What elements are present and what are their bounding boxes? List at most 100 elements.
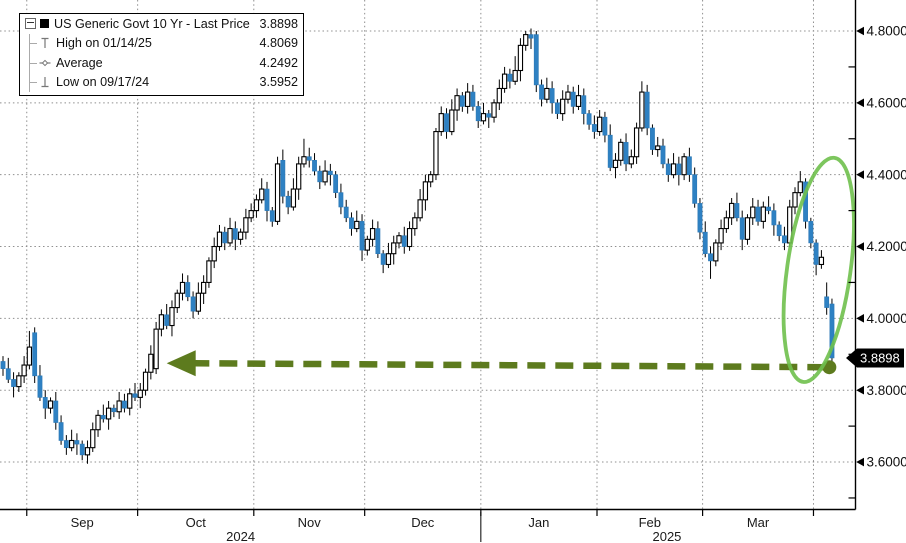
candle-down [380, 253, 386, 265]
candle-down [459, 95, 465, 107]
candle-up [633, 127, 640, 158]
candle-down [660, 145, 666, 165]
candle-up [227, 228, 233, 244]
candle-up [480, 113, 487, 122]
average-marker-icon [39, 59, 51, 67]
candle-up [797, 181, 803, 194]
candle-down [269, 210, 275, 222]
legend-high-row: High on 01/14/25 4.8069 [20, 34, 303, 54]
tree-expander-icon[interactable] [25, 18, 36, 30]
candle-up [68, 439, 75, 449]
candle-down [776, 224, 782, 237]
x-month-label: Sep [71, 515, 94, 530]
candle-down [528, 34, 534, 39]
y-tick-arrow-icon [856, 385, 864, 395]
candle-up [90, 429, 96, 449]
candle-down [11, 379, 16, 387]
candle-up [523, 34, 529, 46]
candle-up [47, 400, 54, 409]
x-month-label: Mar [747, 515, 770, 530]
candle-up [148, 353, 154, 373]
candle-up [406, 228, 413, 248]
candle-up [512, 69, 518, 82]
candle-down [686, 156, 692, 175]
x-month-label: Oct [186, 515, 207, 530]
candle-up [105, 407, 112, 420]
candle-down [53, 400, 59, 423]
candle-down [164, 314, 170, 326]
candle-up [728, 202, 735, 219]
candle-up [322, 170, 328, 183]
candle-up [158, 314, 165, 330]
low-value: 3.5952 [259, 75, 298, 90]
candle-down [782, 235, 787, 244]
candle-up [449, 109, 455, 133]
candle-up [274, 163, 281, 222]
candle-down [692, 174, 698, 204]
candle-up [84, 447, 91, 456]
candle-up [454, 95, 460, 111]
candle-up [137, 389, 143, 398]
candle-up [723, 217, 730, 230]
candle-up [259, 188, 265, 201]
candle-down [734, 203, 740, 219]
candle-up [200, 281, 207, 294]
candle-down [739, 217, 745, 240]
candle-up [369, 228, 376, 240]
candle-down [549, 88, 555, 104]
candle-up [364, 238, 370, 251]
candle-up [433, 131, 439, 176]
y-axis-label: 4.6000 [867, 95, 906, 110]
candle-up [253, 199, 260, 212]
high-label: High on 01/14/25 [56, 36, 152, 51]
candle-down [607, 134, 613, 168]
candle-up [26, 346, 33, 366]
candle-up [290, 188, 297, 208]
candle-up [153, 328, 159, 370]
candle-down [5, 368, 11, 380]
candle-down [602, 116, 608, 136]
y-axis-label: 4.8000 [867, 24, 906, 39]
candle-up [385, 253, 392, 266]
candle-up [750, 206, 756, 219]
candle-down [570, 91, 576, 107]
candle-up [354, 220, 360, 230]
candle-up [21, 364, 27, 377]
x-month-label: Nov [298, 515, 322, 530]
candle-up [501, 73, 508, 90]
arrow-head [166, 350, 196, 377]
candle-down [829, 303, 835, 359]
candle-down [533, 34, 539, 86]
candle-down [190, 296, 196, 312]
candle-down [401, 235, 407, 247]
candle-down [280, 160, 286, 197]
x-month-label: Jan [528, 515, 549, 530]
y-axis-label: 3.8000 [867, 383, 906, 398]
candle-down [539, 84, 544, 100]
candle-down [63, 440, 69, 448]
candle-up [142, 371, 149, 391]
candle-down [42, 397, 48, 409]
x-year-label: 2024 [226, 529, 255, 543]
arrow-annotation-layer [166, 350, 837, 377]
y-tick-arrow-icon [856, 242, 864, 251]
candle-up [792, 192, 798, 208]
y-tick-arrow-icon [856, 170, 864, 179]
candle-down [644, 91, 650, 129]
candle-up [464, 91, 471, 107]
candle-up [169, 307, 175, 327]
candle-up [195, 292, 202, 312]
y-tick-arrow-icon [856, 457, 864, 467]
candle-down [824, 296, 830, 308]
candle-up [565, 91, 571, 100]
y-axis-label: 3.6000 [867, 455, 906, 470]
legend-tree-line [29, 34, 30, 92]
candle-down [475, 106, 481, 122]
candle-down [327, 170, 333, 175]
candle-down [264, 188, 270, 211]
last-price-tag-shape [846, 348, 904, 368]
candle-up [496, 87, 502, 104]
candle-down [58, 422, 64, 441]
